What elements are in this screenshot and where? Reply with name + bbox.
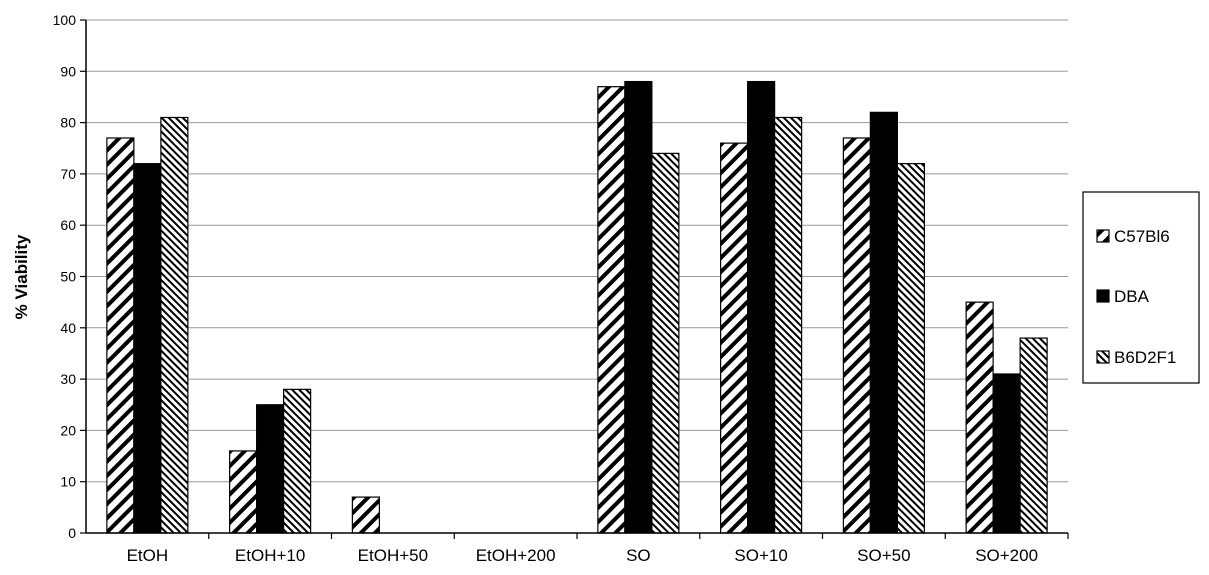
x-tick-label: SO+200 <box>975 546 1038 565</box>
bar-b6d2f1-8 <box>1019 337 1048 534</box>
bar-b6d2f1-5 <box>651 152 680 534</box>
x-tick-label: EtOH+10 <box>235 546 305 565</box>
x-tick-label: SO+10 <box>734 546 787 565</box>
bar-c57bl6-3 <box>351 496 380 534</box>
bar-dba-2 <box>256 404 285 534</box>
bar-c57bl6-1 <box>106 137 135 534</box>
x-tick-label: SO <box>626 546 651 565</box>
x-tick-label: SO+50 <box>857 546 910 565</box>
bars <box>106 80 1048 534</box>
y-tick-label: 70 <box>60 166 76 182</box>
bar-dba-5 <box>624 80 653 534</box>
bar-b6d2f1-1 <box>160 116 189 534</box>
bar-dba-1 <box>133 163 162 534</box>
legend: C57Bl6 DBA B6D2F1 <box>1082 191 1200 384</box>
bar-c57bl6-7 <box>842 137 871 534</box>
bar-dba-7 <box>869 111 898 534</box>
bar-c57bl6-8 <box>965 301 994 534</box>
y-tick-labels: 0 10 20 30 40 50 60 70 80 90 100 <box>53 12 77 541</box>
y-tick-label: 50 <box>60 269 76 285</box>
bar-b6d2f1-2 <box>283 388 312 534</box>
y-tick-label: 100 <box>53 12 77 28</box>
bar-c57bl6-6 <box>720 142 749 534</box>
y-tick-label: 90 <box>60 63 76 79</box>
y-tick-label: 0 <box>68 525 76 541</box>
y-tick-label: 60 <box>60 217 76 233</box>
y-tick-label: 20 <box>60 422 76 438</box>
x-tick-label: EtOH+200 <box>476 546 556 565</box>
bar-b6d2f1-6 <box>774 116 803 534</box>
legend-swatch-b6d2f1 <box>1096 350 1110 364</box>
y-tick-label: 80 <box>60 115 76 131</box>
bar-c57bl6-2 <box>229 450 258 534</box>
legend-label-c57bl6: C57Bl6 <box>1114 227 1170 246</box>
bar-dba-6 <box>747 80 776 534</box>
legend-swatch-c57bl6 <box>1096 229 1110 243</box>
legend-swatch-dba <box>1096 289 1110 303</box>
legend-label-dba: DBA <box>1114 287 1150 306</box>
x-tick-labels: EtOH EtOH+10 EtOH+50 EtOH+200 SO SO+10 SO+50 SO… <box>127 533 1069 565</box>
y-tick-label: 10 <box>60 474 76 490</box>
x-tick-label: EtOH <box>127 546 169 565</box>
bar-dba-8 <box>992 373 1021 534</box>
y-tick-label: 40 <box>60 320 76 336</box>
x-tick-label: EtOH+50 <box>358 546 428 565</box>
legend-label-b6d2f1: B6D2F1 <box>1114 348 1176 367</box>
bar-b6d2f1-7 <box>896 163 925 534</box>
bar-c57bl6-5 <box>597 86 626 534</box>
y-tick-label: 30 <box>60 371 76 387</box>
y-axis-label: % Viability <box>12 234 31 319</box>
